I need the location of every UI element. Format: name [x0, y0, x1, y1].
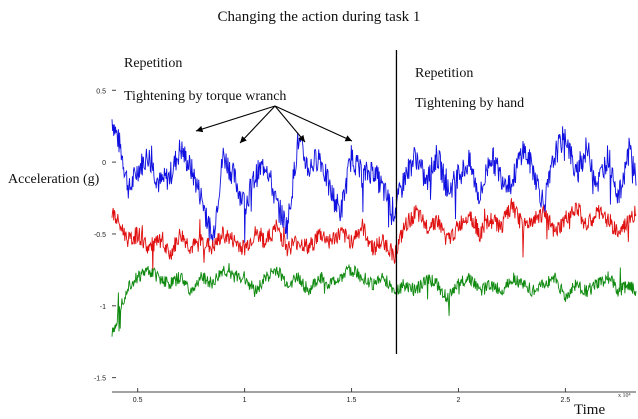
x-tick-label: 1 [243, 397, 247, 404]
series-line-red [111, 198, 637, 276]
x-tick-label: 0.5 [133, 397, 143, 404]
annotation-right-action: Tightening by hand [415, 96, 525, 111]
annotation-left-repetition: Repetition [124, 56, 183, 71]
annotation-arrow [239, 105, 276, 144]
y-tick-label: 0.5 [96, 88, 106, 95]
series-line-green [111, 263, 637, 337]
annotation-arrows [195, 105, 353, 144]
x-tick-label: 2.5 [561, 397, 571, 404]
annotation-arrow [274, 105, 306, 143]
x-axis-exponent: x 10⁴ [618, 393, 631, 399]
x-axis-label: Time [574, 402, 606, 418]
annotation-right-repetition: Repetition [415, 66, 474, 81]
x-tick-label: 1.5 [347, 397, 357, 404]
annotation-arrow [195, 105, 276, 133]
y-axis-label: Acceleration (g) [8, 172, 100, 187]
x-tick-label: 2 [457, 397, 461, 404]
annotation-left-action: Tightening by torque wranch [124, 89, 287, 104]
y-tick-label: 0 [102, 160, 106, 167]
y-tick-label: -0.5 [94, 232, 106, 239]
y-tick-label: -1.5 [94, 376, 106, 383]
y-tick-label: -1 [100, 304, 106, 311]
chart-title: Changing the action during task 1 [217, 9, 421, 25]
annotation-arrow [274, 105, 353, 142]
axis-ticks-group: 0.5 1 1.5 2 2.5 -1.5 -1 -0.5 0 0.5 [94, 88, 636, 404]
series-group [111, 119, 637, 337]
series-line-blue [111, 119, 637, 245]
